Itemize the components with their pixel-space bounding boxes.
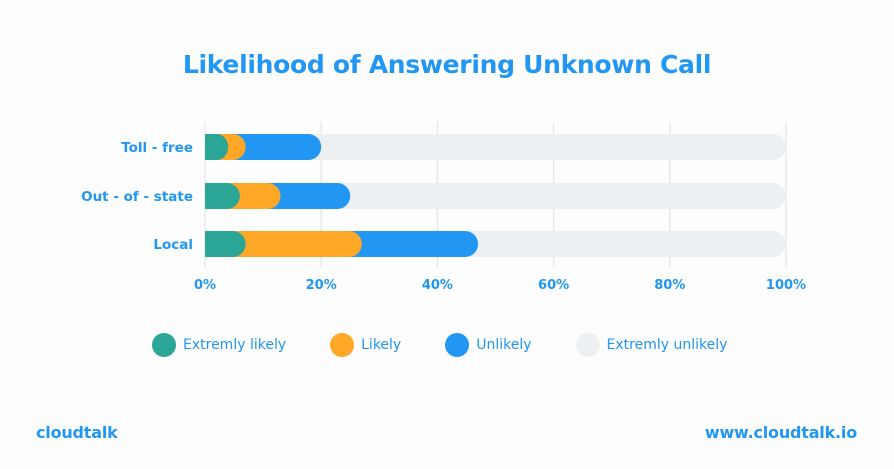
- category-labels: Toll - free Out - of - state Local: [81, 140, 193, 253]
- x-tick-label: 20%: [306, 278, 337, 293]
- x-tick-label: 100%: [766, 278, 806, 293]
- legend-label: Extremly likely: [183, 337, 287, 353]
- bar-start-cap: [205, 134, 218, 160]
- x-tick-label: 40%: [422, 278, 453, 293]
- bar-segment: [205, 134, 786, 160]
- legend-item-extremely-unlikely: Extremly unlikely: [575, 333, 728, 357]
- bar-segment: [205, 183, 786, 209]
- bar-segment: [205, 231, 362, 257]
- legend-item-unlikely: Unlikely: [445, 333, 532, 357]
- category-label: Local: [153, 237, 193, 253]
- chart-title: Likelihood of Answering Unknown Call: [182, 50, 712, 79]
- category-label: Out - of - state: [81, 189, 193, 205]
- legend-swatch: [575, 333, 600, 357]
- x-tick-label: 80%: [654, 278, 685, 293]
- legend-swatch: [152, 333, 176, 357]
- legend-swatch: [445, 333, 470, 357]
- x-tick-label: 0%: [194, 278, 216, 293]
- legend: Extremly likely Likely Unlikely Extremly…: [152, 333, 771, 357]
- bars: [205, 134, 786, 257]
- legend-label: Unlikely: [476, 337, 532, 353]
- cloudtalk-logo: cloudtalk: [36, 423, 118, 442]
- legend-item-likely: Likely: [330, 333, 401, 357]
- website-url[interactable]: www.cloudtalk.io: [704, 423, 857, 442]
- legend-label: Extremly unlikely: [606, 337, 728, 353]
- legend-item-extremely-likely: Extremly likely: [152, 333, 286, 357]
- legend-swatch: [330, 333, 355, 357]
- x-tick-label: 60%: [538, 278, 569, 293]
- bar-start-cap: [205, 183, 218, 209]
- legend-label: Likely: [361, 337, 402, 353]
- x-tick-labels: 0% 20% 40% 60% 80% 100%: [194, 278, 806, 293]
- category-label: Toll - free: [121, 140, 193, 156]
- bar-start-cap: [205, 231, 218, 257]
